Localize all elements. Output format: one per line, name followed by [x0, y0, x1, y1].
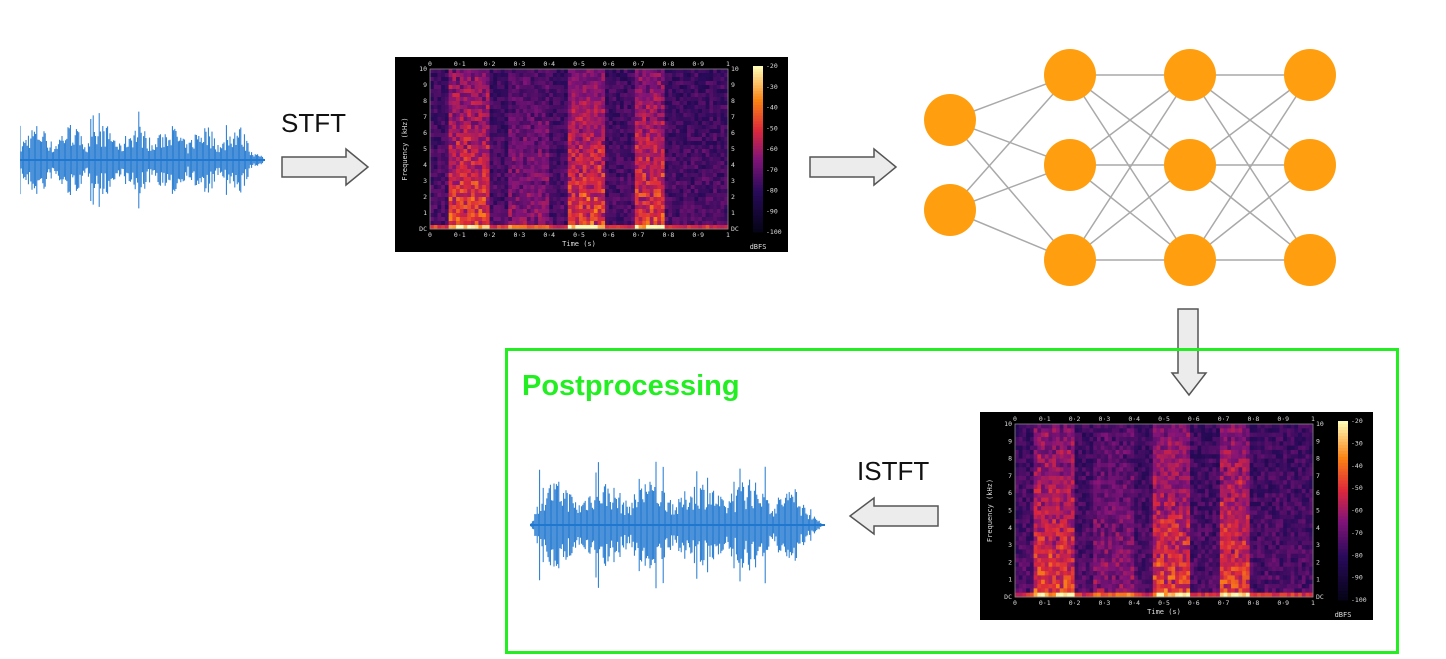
postprocessing-title: Postprocessing	[522, 370, 740, 402]
svg-text:0·6: 0·6	[603, 231, 615, 239]
svg-text:1: 1	[731, 209, 735, 217]
svg-text:7: 7	[731, 113, 735, 121]
svg-text:3: 3	[731, 177, 735, 185]
svg-text:0·3: 0·3	[514, 60, 526, 68]
svg-text:0·2: 0·2	[484, 60, 496, 68]
svg-text:0·7: 0·7	[633, 231, 645, 239]
svg-text:4: 4	[423, 161, 427, 169]
svg-text:1: 1	[726, 60, 730, 68]
network-node-l1-n2	[924, 184, 976, 236]
stft-arrow	[281, 147, 370, 187]
svg-text:-20: -20	[766, 62, 778, 70]
svg-text:9: 9	[731, 81, 735, 89]
svg-text:-30: -30	[766, 83, 778, 91]
svg-text:9: 9	[423, 81, 427, 89]
stft-label: STFT	[281, 108, 346, 138]
istft-arrow	[848, 496, 939, 536]
neural-network	[924, 49, 1336, 286]
svg-text:10: 10	[731, 65, 739, 73]
svg-text:-100: -100	[766, 228, 782, 236]
svg-text:0·7: 0·7	[633, 60, 645, 68]
svg-text:10: 10	[419, 65, 427, 73]
svg-text:0·1: 0·1	[454, 60, 466, 68]
network-node-l2-n2	[1044, 139, 1096, 191]
input-spectrogram: 0 0 0·1 0·1 0·2 0·2 0·3 0·3 0·4 0·4 0·5 0·5 0·6 0·6 0·…	[395, 57, 788, 252]
svg-text:4: 4	[731, 161, 735, 169]
network-node-l4-n2	[1284, 139, 1336, 191]
svg-text:0·8: 0·8	[663, 231, 675, 239]
network-node-l3-n1	[1164, 49, 1216, 101]
svg-text:6: 6	[423, 129, 427, 137]
network-node-l3-n3	[1164, 234, 1216, 286]
svg-text:0·4: 0·4	[543, 231, 555, 239]
svg-text:8: 8	[423, 97, 427, 105]
svg-text:0·5: 0·5	[573, 231, 585, 239]
svg-text:dBFS: dBFS	[750, 243, 767, 251]
svg-text:0·2: 0·2	[484, 231, 496, 239]
network-node-l4-n3	[1284, 234, 1336, 286]
svg-text:7: 7	[423, 113, 427, 121]
svg-text:2: 2	[731, 193, 735, 201]
svg-text:1: 1	[726, 231, 730, 239]
svg-text:-50: -50	[766, 124, 778, 132]
svg-text:5: 5	[731, 145, 735, 153]
svg-text:1: 1	[423, 209, 427, 217]
network-node-l1-n1	[924, 94, 976, 146]
svg-text:DC: DC	[419, 225, 427, 233]
network-node-l3-n2	[1164, 139, 1216, 191]
svg-text:-80: -80	[766, 187, 778, 195]
svg-text:0: 0	[428, 231, 432, 239]
svg-text:5: 5	[423, 145, 427, 153]
svg-text:0·4: 0·4	[543, 60, 555, 68]
svg-text:2: 2	[423, 193, 427, 201]
svg-text:0·6: 0·6	[603, 60, 615, 68]
network-connections	[949, 74, 1311, 261]
svg-text:6: 6	[731, 129, 735, 137]
input-waveform	[20, 111, 265, 209]
svg-text:-70: -70	[766, 166, 778, 174]
output-waveform	[530, 461, 825, 589]
svg-text:0·5: 0·5	[573, 60, 585, 68]
network-node-l4-n1	[1284, 49, 1336, 101]
svg-text:Time (s): Time (s)	[562, 240, 596, 248]
svg-text:8: 8	[731, 97, 735, 105]
svg-text:0·9: 0·9	[692, 60, 704, 68]
svg-text:-60: -60	[766, 145, 778, 153]
svg-text:0·8: 0·8	[663, 60, 675, 68]
svg-text:0·3: 0·3	[514, 231, 526, 239]
svg-text:0·9: 0·9	[692, 231, 704, 239]
svg-text:DC: DC	[731, 225, 739, 233]
postprocessing-box	[505, 348, 1399, 654]
network-node-l2-n3	[1044, 234, 1096, 286]
network-node-l2-n1	[1044, 49, 1096, 101]
svg-text:0·1: 0·1	[454, 231, 466, 239]
down-arrow	[1170, 308, 1208, 397]
svg-text:-40: -40	[766, 104, 778, 112]
svg-text:-90: -90	[766, 207, 778, 215]
svg-text:Frequency (kHz): Frequency (kHz)	[401, 117, 409, 180]
svg-text:0: 0	[428, 60, 432, 68]
output-spectrogram: 000·10·10·20·20·30·30·40·40·50·50·60·60·…	[980, 412, 1373, 620]
svg-text:3: 3	[423, 177, 427, 185]
istft-label: ISTFT	[857, 456, 930, 486]
to-network-arrow	[809, 147, 898, 187]
